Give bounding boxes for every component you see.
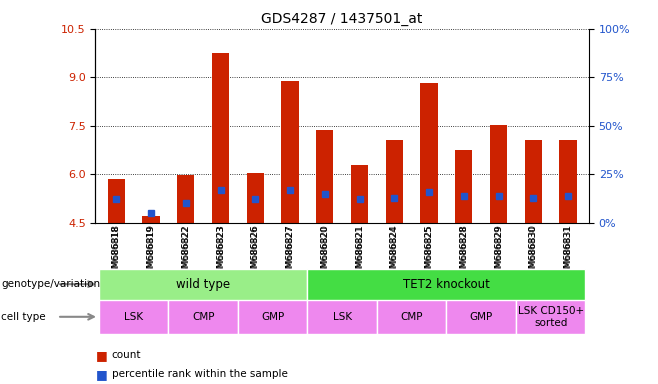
- Text: count: count: [112, 350, 141, 360]
- Bar: [446, 300, 516, 334]
- Bar: [455, 150, 472, 223]
- Bar: [99, 300, 168, 334]
- Text: GSM686831: GSM686831: [563, 224, 572, 279]
- Title: GDS4287 / 1437501_at: GDS4287 / 1437501_at: [261, 12, 423, 26]
- Text: GMP: GMP: [470, 312, 493, 322]
- Bar: [490, 125, 507, 223]
- Text: GSM686819: GSM686819: [147, 224, 155, 279]
- Bar: [307, 269, 586, 300]
- Bar: [524, 140, 542, 223]
- Text: GSM686822: GSM686822: [181, 224, 190, 279]
- Text: GSM686818: GSM686818: [112, 224, 121, 279]
- Text: GSM686825: GSM686825: [424, 224, 434, 279]
- Text: GSM686827: GSM686827: [286, 224, 295, 279]
- Text: genotype/variation: genotype/variation: [1, 279, 101, 289]
- Text: wild type: wild type: [176, 278, 230, 291]
- Text: GSM686823: GSM686823: [216, 224, 225, 279]
- Text: LSK: LSK: [332, 312, 352, 322]
- Text: GSM686826: GSM686826: [251, 224, 260, 279]
- Text: GSM686828: GSM686828: [459, 224, 468, 279]
- Bar: [107, 179, 125, 223]
- Bar: [307, 300, 377, 334]
- Text: GSM686829: GSM686829: [494, 224, 503, 279]
- Text: CMP: CMP: [192, 312, 215, 322]
- Text: GSM686824: GSM686824: [390, 224, 399, 279]
- Bar: [559, 140, 577, 223]
- Text: TET2 knockout: TET2 knockout: [403, 278, 490, 291]
- Bar: [377, 300, 446, 334]
- Bar: [282, 81, 299, 223]
- Text: LSK: LSK: [124, 312, 143, 322]
- Text: GSM686820: GSM686820: [320, 224, 329, 279]
- Text: GSM686830: GSM686830: [529, 224, 538, 279]
- Text: LSK CD150+
sorted: LSK CD150+ sorted: [518, 306, 584, 328]
- Text: GSM686821: GSM686821: [355, 224, 364, 279]
- Text: percentile rank within the sample: percentile rank within the sample: [112, 369, 288, 379]
- Text: CMP: CMP: [401, 312, 423, 322]
- Bar: [316, 130, 334, 223]
- Bar: [142, 216, 160, 223]
- Bar: [168, 300, 238, 334]
- Bar: [420, 83, 438, 223]
- Bar: [212, 53, 229, 223]
- Bar: [516, 300, 586, 334]
- Bar: [351, 165, 368, 223]
- Bar: [386, 140, 403, 223]
- Text: cell type: cell type: [1, 312, 46, 322]
- Bar: [247, 173, 264, 223]
- Text: ■: ■: [95, 368, 107, 381]
- Text: ■: ■: [95, 349, 107, 362]
- Text: GMP: GMP: [261, 312, 284, 322]
- Bar: [238, 300, 307, 334]
- Bar: [177, 175, 195, 223]
- Bar: [99, 269, 307, 300]
